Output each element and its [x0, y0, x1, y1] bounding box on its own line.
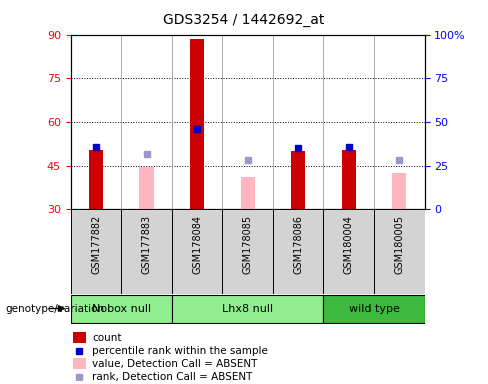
Bar: [140, 167, 154, 209]
Text: count: count: [92, 333, 122, 343]
Bar: [73, 358, 86, 369]
Bar: [291, 151, 305, 209]
Bar: [190, 39, 204, 209]
Text: GSM178086: GSM178086: [293, 215, 303, 274]
Text: GSM178085: GSM178085: [243, 215, 253, 274]
Text: genotype/variation: genotype/variation: [5, 303, 104, 313]
Bar: [342, 150, 356, 209]
Bar: [241, 177, 255, 209]
Bar: [71, 295, 172, 323]
Bar: [273, 209, 324, 294]
Bar: [71, 209, 122, 294]
Bar: [73, 333, 86, 343]
Text: wild type: wild type: [348, 303, 400, 313]
Text: GSM177882: GSM177882: [91, 215, 101, 275]
Bar: [122, 209, 172, 294]
Text: percentile rank within the sample: percentile rank within the sample: [92, 346, 268, 356]
Bar: [374, 209, 425, 294]
Text: Nobox null: Nobox null: [92, 303, 151, 313]
Text: GSM178084: GSM178084: [192, 215, 202, 274]
Bar: [324, 295, 425, 323]
Bar: [172, 209, 223, 294]
Text: value, Detection Call = ABSENT: value, Detection Call = ABSENT: [92, 359, 257, 369]
Bar: [89, 150, 103, 209]
Text: GSM180004: GSM180004: [344, 215, 354, 274]
Bar: [172, 295, 324, 323]
Bar: [324, 209, 374, 294]
Text: GSM177883: GSM177883: [142, 215, 152, 274]
Text: rank, Detection Call = ABSENT: rank, Detection Call = ABSENT: [92, 372, 252, 382]
Text: GSM180005: GSM180005: [394, 215, 404, 274]
Text: Lhx8 null: Lhx8 null: [222, 303, 273, 313]
Text: GDS3254 / 1442692_at: GDS3254 / 1442692_at: [163, 13, 325, 27]
Bar: [392, 173, 407, 209]
Bar: [223, 209, 273, 294]
